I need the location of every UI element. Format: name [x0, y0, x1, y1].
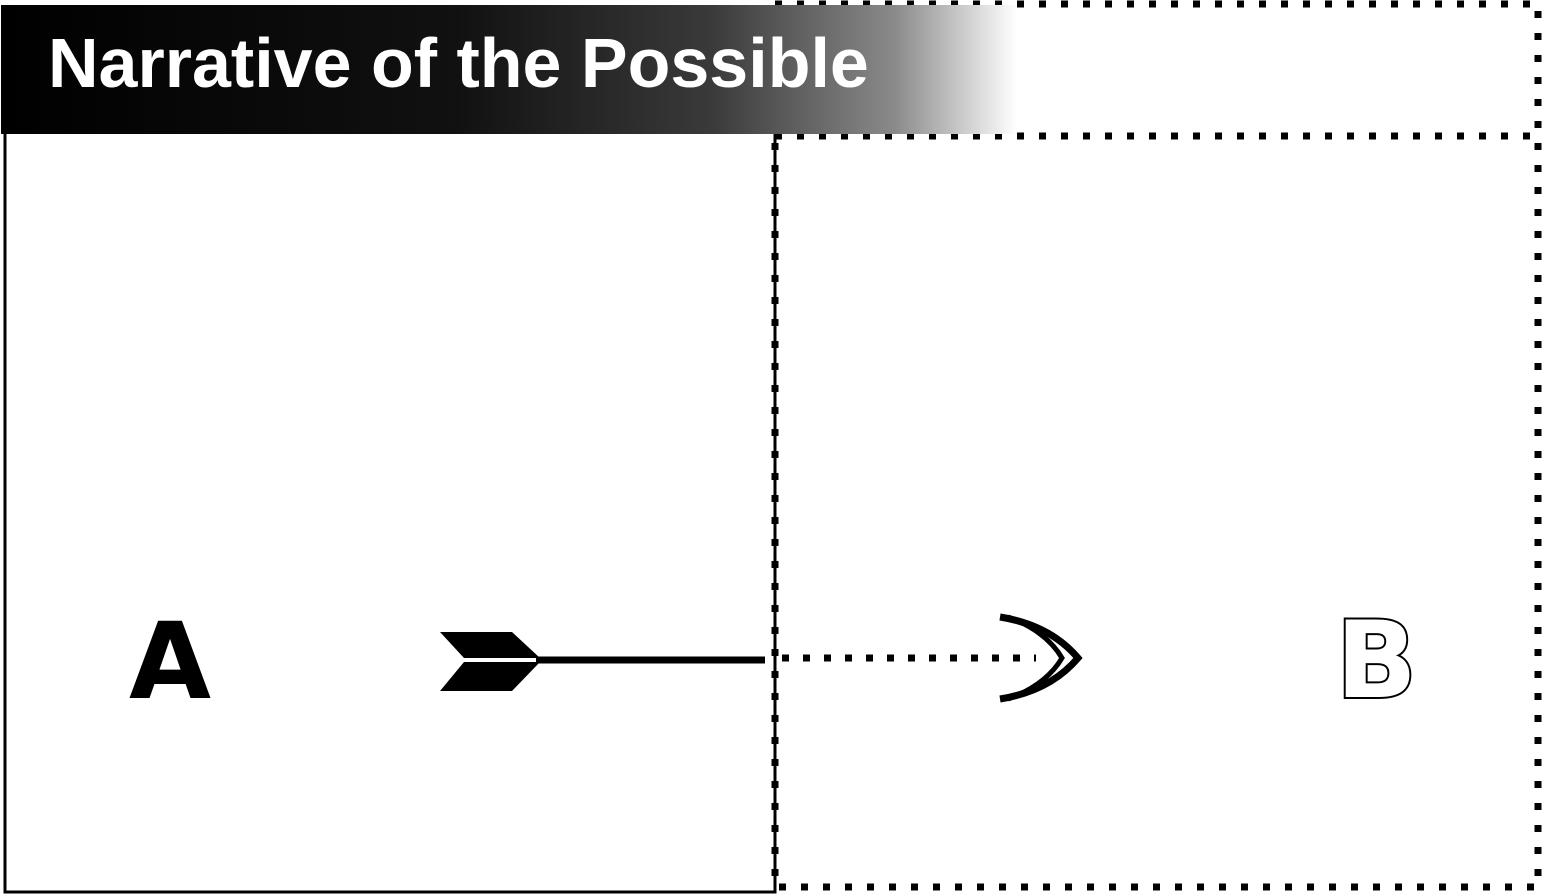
arrow-fletching-icon [440, 632, 540, 691]
possible-region [771, 0, 1542, 891]
start-label: A [129, 600, 211, 723]
chevron-inner [1007, 614, 1065, 702]
title-banner: Narrative of the Possible [1, 5, 1017, 134]
possible-region-outer [771, 0, 1542, 891]
diagram-title: Narrative of the Possible [48, 24, 869, 102]
fletching-lower-vane [440, 662, 540, 691]
end-label: B [1336, 599, 1417, 722]
fletching-upper-vane [440, 632, 540, 658]
actual-region [3, 128, 777, 894]
double-chevron-icon [999, 613, 1083, 703]
title-banner-bg [1, 5, 1017, 134]
chevron-outer [999, 613, 1083, 703]
